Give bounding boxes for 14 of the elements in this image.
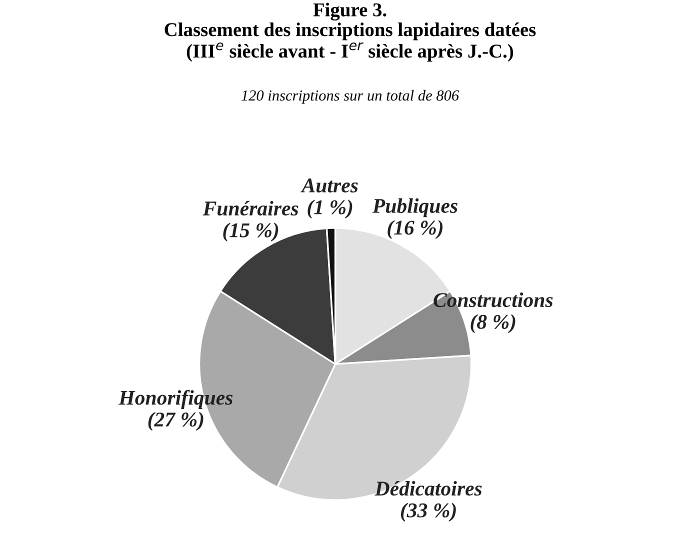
slice-label: Dédicatoires — [374, 480, 482, 496]
slice-label: Constructions — [434, 292, 553, 308]
data-label: (27 %) — [148, 412, 204, 431]
slice-label: Publiques — [372, 198, 458, 218]
chart-title: Figure 3. Classement des inscriptions lapidaires datées (III$^{e}$ siècle avant - I$^{er}$ siècle après J.-C.) — [164, 2, 536, 62]
data-label: (33 %) — [400, 502, 456, 522]
data-label: (8 %) — [470, 314, 516, 334]
data-label: (15 %) — [223, 222, 278, 242]
slice-label: Honorifiques — [118, 390, 233, 410]
data-label: (1 %) — [308, 200, 352, 219]
chart-subtitle: 120 inscriptions sur un total de 806 — [241, 90, 459, 104]
slice-label: Funéraires — [202, 200, 298, 216]
data-label: (16 %) — [388, 220, 443, 239]
slice-label: Autres — [300, 178, 358, 193]
